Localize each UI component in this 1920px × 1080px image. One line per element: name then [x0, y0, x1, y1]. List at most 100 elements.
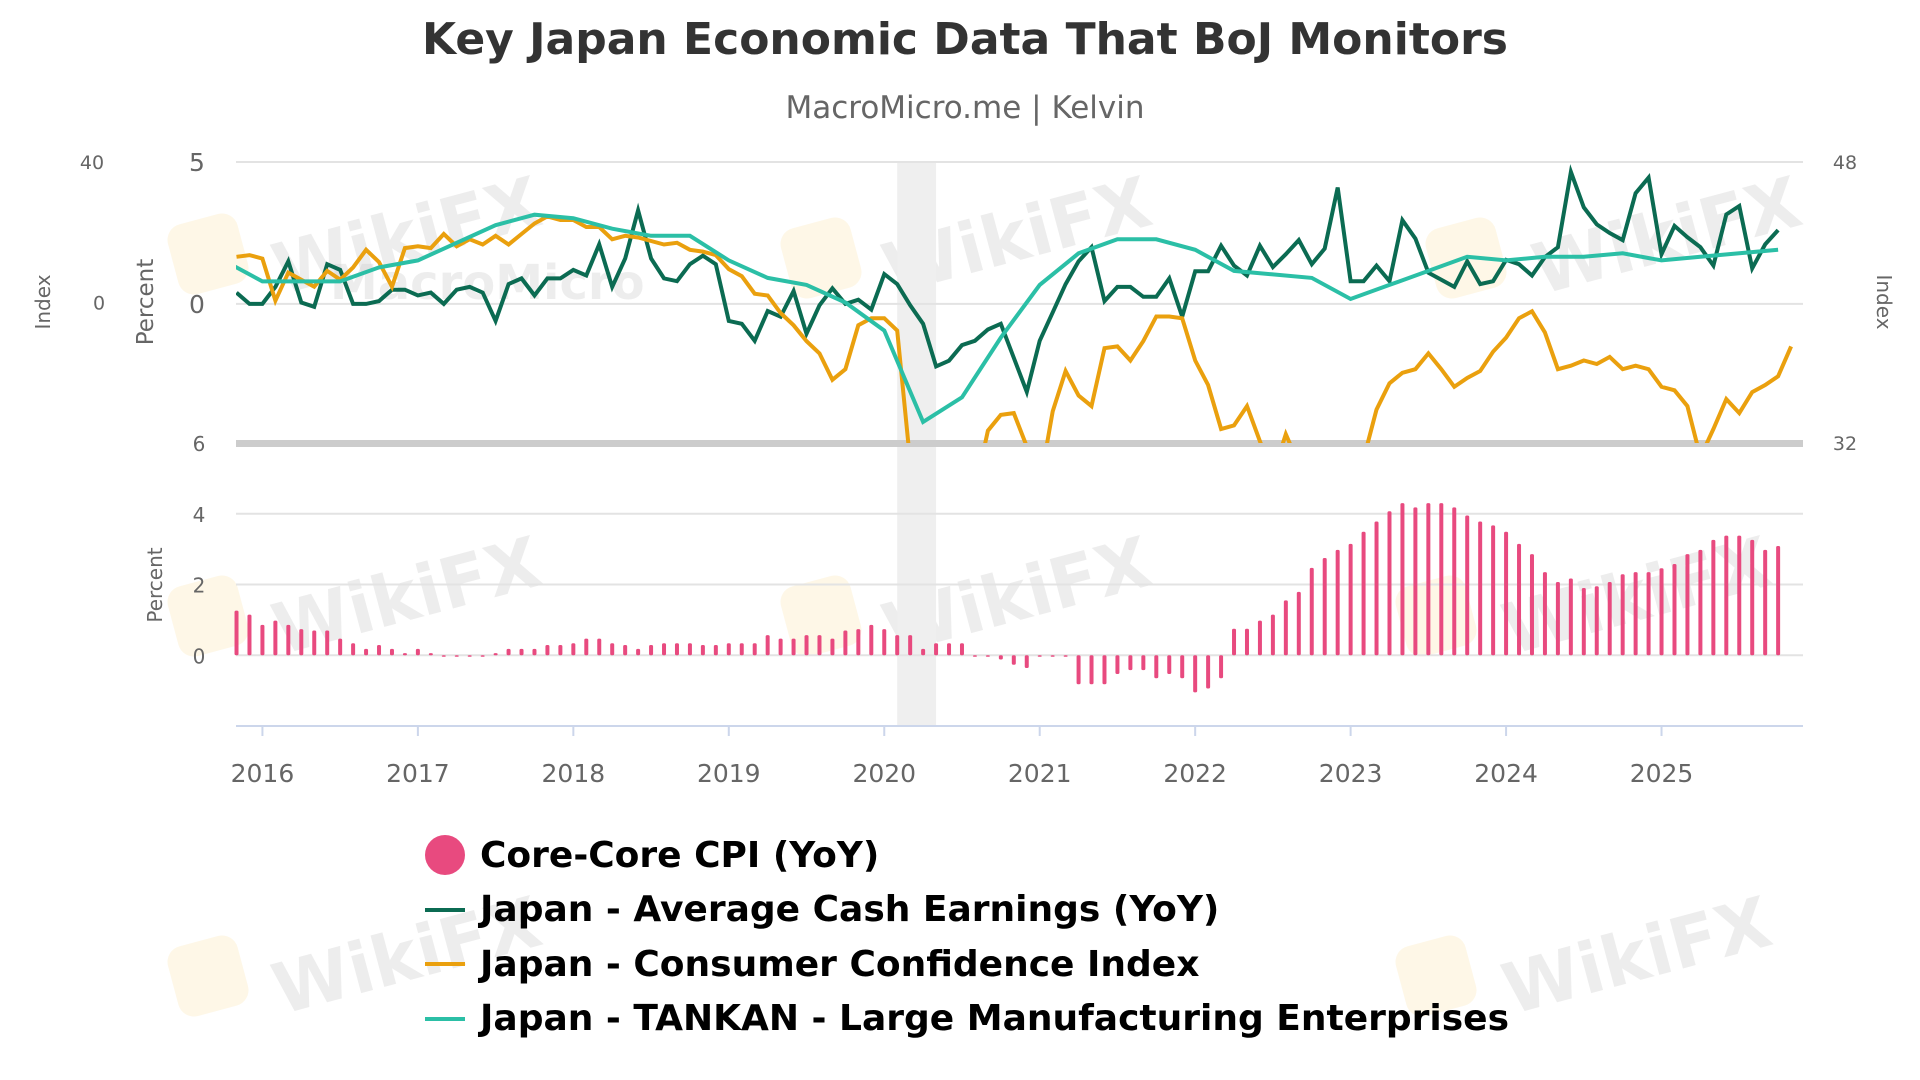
- bar-core-core-cpi: [687, 643, 692, 656]
- y-tick-label: 6: [193, 432, 206, 456]
- bar-core-core-cpi: [1478, 521, 1483, 656]
- bar-core-core-cpi: [882, 629, 887, 656]
- bar-core-core-cpi: [545, 644, 550, 656]
- bar-core-core-cpi: [817, 635, 822, 656]
- legend-label: Japan - Average Cash Earnings (YoY): [480, 889, 1220, 931]
- legend-item-cash-earnings[interactable]: Japan - Average Cash Earnings (YoY): [420, 883, 1509, 938]
- bar-core-core-cpi: [1335, 549, 1340, 656]
- bar-core-core-cpi: [1206, 655, 1211, 689]
- bar-core-core-cpi: [1594, 586, 1599, 656]
- y-tick-label: 4: [193, 503, 206, 527]
- legend-item-tankan[interactable]: Japan - TANKAN - Large Manufacturing Ent…: [420, 992, 1509, 1047]
- bar-core-core-cpi: [325, 630, 330, 656]
- bar-core-core-cpi: [1400, 503, 1405, 656]
- x-tick-label: 2016: [231, 759, 295, 788]
- bar-core-core-cpi: [1257, 620, 1262, 656]
- x-tick-label: 2023: [1319, 759, 1383, 788]
- bar-core-core-cpi: [1102, 655, 1107, 685]
- line-japan-consumer-confidence-index: [236, 214, 1793, 443]
- bar-core-core-cpi: [1089, 655, 1094, 685]
- bar-core-core-cpi: [260, 624, 265, 656]
- bar-core-core-cpi: [1154, 655, 1159, 679]
- bar-core-core-cpi: [1491, 525, 1496, 656]
- bar-core-core-cpi: [299, 629, 304, 656]
- chart-title: Key Japan Economic Data That BoJ Monitor…: [422, 14, 1508, 65]
- bar-core-core-cpi: [1011, 655, 1016, 665]
- y-tick-label: 5: [189, 148, 205, 177]
- bar-core-core-cpi: [1776, 545, 1781, 656]
- bar-core-core-cpi: [467, 655, 472, 657]
- bar-core-core-cpi: [1685, 554, 1690, 656]
- bar-core-core-cpi: [674, 643, 679, 656]
- bar-core-core-cpi: [1024, 655, 1029, 668]
- bar-core-core-cpi: [1193, 655, 1198, 693]
- bar-core-core-cpi: [1115, 655, 1120, 674]
- bar-core-core-cpi: [636, 648, 641, 656]
- bar-core-core-cpi: [1180, 655, 1185, 679]
- bar-core-core-cpi: [1542, 572, 1547, 656]
- x-tick-label: 2019: [697, 759, 761, 788]
- bar-core-core-cpi: [1750, 539, 1755, 656]
- legend-label: Japan - TANKAN - Large Manufacturing Ent…: [480, 998, 1510, 1040]
- bar-core-core-cpi: [351, 643, 356, 656]
- bar-core-core-cpi: [1529, 554, 1534, 656]
- bar-core-core-cpi: [286, 624, 291, 656]
- bar-core-core-cpi: [1698, 549, 1703, 656]
- bar-core-core-cpi: [1387, 511, 1392, 656]
- bar-core-core-cpi: [713, 644, 718, 656]
- bar-core-core-cpi: [1374, 521, 1379, 656]
- bar-core-core-cpi: [364, 648, 369, 656]
- legend-circle-icon: [425, 835, 465, 876]
- legend-item-consumer-confidence[interactable]: Japan - Consumer Confidence Index: [420, 937, 1509, 992]
- bar-core-core-cpi: [843, 630, 848, 656]
- bar-core-core-cpi: [1283, 600, 1288, 656]
- bar-core-core-cpi: [1413, 507, 1418, 656]
- bar-core-core-cpi: [493, 653, 498, 656]
- bar-core-core-cpi: [1063, 655, 1068, 657]
- x-tick-label: 2018: [542, 759, 606, 788]
- bar-core-core-cpi: [506, 648, 511, 656]
- legend-line-icon: [425, 907, 465, 912]
- bar-core-core-cpi: [234, 610, 239, 656]
- y-tick-label: 2: [193, 574, 206, 598]
- bar-core-core-cpi: [947, 643, 952, 656]
- bar-core-core-cpi: [1452, 507, 1457, 656]
- bar-core-core-cpi: [1219, 655, 1224, 679]
- legend-label: Japan - Consumer Confidence Index: [480, 943, 1200, 985]
- bar-core-core-cpi: [908, 635, 913, 656]
- bar-core-core-cpi: [1167, 655, 1172, 674]
- bar-core-core-cpi: [454, 655, 459, 657]
- legend-label: Core-Core CPI (YoY): [480, 834, 880, 876]
- y-tick-label: 40: [80, 152, 104, 174]
- bar-core-core-cpi: [726, 643, 731, 656]
- bar-core-core-cpi: [389, 648, 394, 656]
- bar-core-core-cpi: [1296, 591, 1301, 656]
- bar-core-core-cpi: [700, 644, 705, 656]
- bar-core-core-cpi: [856, 629, 861, 656]
- bar-core-core-cpi: [1724, 535, 1729, 656]
- bar-core-core-cpi: [1426, 503, 1431, 656]
- bar-core-core-cpi: [791, 638, 796, 656]
- bar-core-core-cpi: [869, 624, 874, 656]
- bar-core-core-cpi: [1128, 655, 1133, 671]
- bar-core-core-cpi: [1076, 655, 1081, 685]
- bar-core-core-cpi: [1646, 572, 1651, 656]
- bar-core-core-cpi: [972, 655, 977, 657]
- bar-core-core-cpi: [610, 643, 615, 656]
- x-tick-label: 2022: [1163, 759, 1227, 788]
- bar-core-core-cpi: [1737, 535, 1742, 656]
- x-tick-label: 2025: [1630, 759, 1694, 788]
- bar-core-core-cpi: [1309, 567, 1314, 656]
- bar-core-core-cpi: [623, 644, 628, 656]
- chart-subtitle: MacroMicro.me | Kelvin: [785, 90, 1145, 126]
- legend-item-core-core-cpi[interactable]: Core-Core CPI (YoY): [420, 828, 1509, 883]
- bar-core-core-cpi: [428, 653, 433, 656]
- y-tick-label: 32: [1833, 433, 1857, 455]
- bar-core-core-cpi: [519, 648, 524, 656]
- bar-core-core-cpi: [558, 644, 563, 656]
- x-tick-label: 2017: [386, 759, 450, 788]
- bar-core-core-cpi: [804, 635, 809, 656]
- bar-core-core-cpi: [1568, 578, 1573, 656]
- bar-core-core-cpi: [1763, 549, 1768, 656]
- bar-core-core-cpi: [921, 648, 926, 656]
